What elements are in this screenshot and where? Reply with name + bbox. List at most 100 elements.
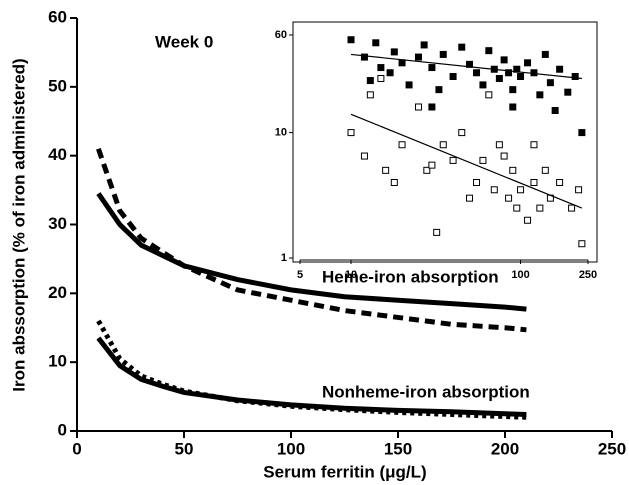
point: [530, 178, 538, 186]
point: [578, 240, 586, 248]
point: [366, 91, 374, 99]
point: [398, 59, 406, 67]
point: [366, 77, 374, 85]
point: [495, 141, 503, 149]
point: [490, 186, 498, 194]
point: [449, 156, 457, 164]
y-tick-label: 40: [48, 145, 67, 164]
point: [536, 91, 544, 99]
point: [428, 64, 436, 72]
x-tick-label: 100: [277, 439, 305, 458]
point: [372, 39, 380, 47]
point: [541, 50, 549, 58]
line: [350, 113, 583, 209]
point: [439, 50, 447, 58]
x-tick-label: 50: [175, 439, 194, 458]
point: [405, 81, 413, 89]
annotation: Week 0: [155, 32, 213, 51]
point: [458, 43, 466, 51]
point: [551, 107, 559, 115]
point: [466, 194, 474, 202]
point: [423, 166, 431, 174]
line: [96, 319, 527, 420]
point: [509, 86, 517, 94]
point: [479, 156, 487, 164]
y-tick-label: 30: [48, 214, 67, 233]
point: [390, 48, 398, 56]
point: [546, 79, 554, 87]
point: [347, 36, 355, 44]
line: [96, 336, 527, 417]
point: [449, 73, 457, 81]
x-tick-label: 5: [297, 269, 303, 281]
point: [414, 53, 422, 61]
annotation: Heme-iron absorption: [322, 267, 499, 286]
point: [458, 129, 466, 137]
x-tick-label: 250: [598, 439, 626, 458]
point: [428, 103, 436, 111]
x-tick-label: 10: [345, 269, 357, 281]
x-tick-label: 100: [511, 269, 529, 281]
point: [435, 86, 443, 94]
point: [485, 91, 493, 99]
y-tick-label: 60: [48, 7, 67, 26]
point: [473, 178, 481, 186]
point: [500, 152, 508, 160]
y-axis-title: Iron abssorption (% of iron administered…: [9, 58, 28, 391]
point: [513, 204, 521, 212]
point: [377, 74, 385, 82]
line: [350, 53, 582, 80]
point: [556, 65, 564, 73]
y-tick-label: 50: [48, 76, 67, 95]
point: [524, 216, 532, 224]
point: [433, 228, 441, 236]
point: [347, 129, 355, 137]
x-tick-label: 0: [72, 439, 81, 458]
point: [382, 166, 390, 174]
point: [390, 178, 398, 186]
x-tick-label: 250: [579, 269, 597, 281]
point: [556, 178, 564, 186]
point: [530, 141, 538, 149]
point: [578, 129, 586, 137]
point: [524, 59, 532, 67]
point: [509, 103, 517, 111]
point: [564, 88, 572, 96]
point: [360, 152, 368, 160]
y-tick-label: 20: [48, 283, 67, 302]
point: [536, 204, 544, 212]
y-tick-label: 60: [275, 29, 287, 41]
point: [505, 194, 513, 202]
annotation: Nonheme-iron absorption: [322, 382, 530, 401]
point: [386, 69, 394, 77]
point: [360, 53, 368, 61]
y-tick-label: 0: [58, 420, 67, 439]
point: [509, 166, 517, 174]
point: [428, 161, 436, 169]
x-tick-label: 150: [384, 439, 412, 458]
point: [377, 64, 385, 72]
point: [568, 204, 576, 212]
point: [439, 141, 447, 149]
point: [473, 69, 481, 77]
point: [495, 74, 503, 82]
point: [517, 186, 525, 194]
point: [575, 186, 583, 194]
point: [517, 73, 525, 81]
point: [414, 103, 422, 111]
point: [541, 166, 549, 174]
y-tick-label: 10: [48, 352, 67, 371]
x-axis-title: Serum ferritin (μg/L): [263, 462, 426, 481]
point: [485, 47, 493, 55]
y-tick-label: 1: [281, 252, 287, 264]
point: [420, 41, 428, 49]
point: [398, 141, 406, 149]
line: [96, 192, 527, 312]
line: [96, 147, 527, 333]
point: [571, 73, 579, 81]
y-tick-label: 10: [275, 126, 287, 138]
point: [479, 81, 487, 89]
point: [505, 69, 513, 77]
x-tick-label: 200: [491, 439, 519, 458]
